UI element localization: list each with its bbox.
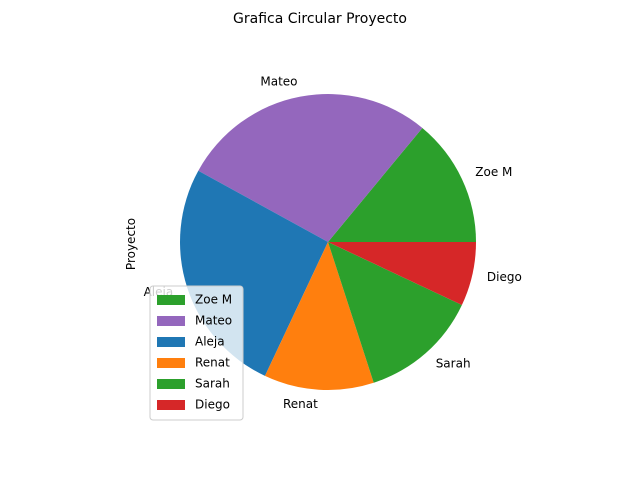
legend-label-mateo: Mateo xyxy=(195,314,232,328)
pie-slice-zoe-m xyxy=(328,127,476,242)
legend-swatch-aleja xyxy=(157,337,185,347)
slice-label-mateo: Mateo xyxy=(260,75,297,89)
legend-label-sarah: Sarah xyxy=(195,377,230,391)
pie-slice-diego xyxy=(328,242,476,306)
legend-swatch-sarah xyxy=(157,379,185,389)
pie-slice-mateo xyxy=(198,93,423,242)
legend-swatch-diego xyxy=(157,400,185,410)
pie-slice-sarah xyxy=(328,242,462,383)
chart-title: Grafica Circular Proyecto xyxy=(233,11,407,27)
slice-label-sarah: Sarah xyxy=(436,357,471,371)
legend-swatch-mateo xyxy=(157,316,185,326)
legend-label-renat: Renat xyxy=(195,356,230,370)
pie-slice-renat xyxy=(264,242,374,391)
legend-swatch-renat xyxy=(157,358,185,368)
legend-label-zoe-m: Zoe M xyxy=(195,293,232,307)
slice-label-renat: Renat xyxy=(283,397,318,411)
legend: Zoe M Mateo Aleja Renat Sarah Diego xyxy=(149,285,244,421)
pie-slices xyxy=(180,93,476,391)
legend-label-diego: Diego xyxy=(195,398,230,412)
slice-label-diego: Diego xyxy=(487,270,522,284)
legend-swatch-zoe-m xyxy=(157,295,185,305)
y-axis-label: Proyecto xyxy=(124,218,138,270)
legend-label-aleja: Aleja xyxy=(195,335,225,349)
slice-label-zoe-m: Zoe M xyxy=(475,165,512,179)
